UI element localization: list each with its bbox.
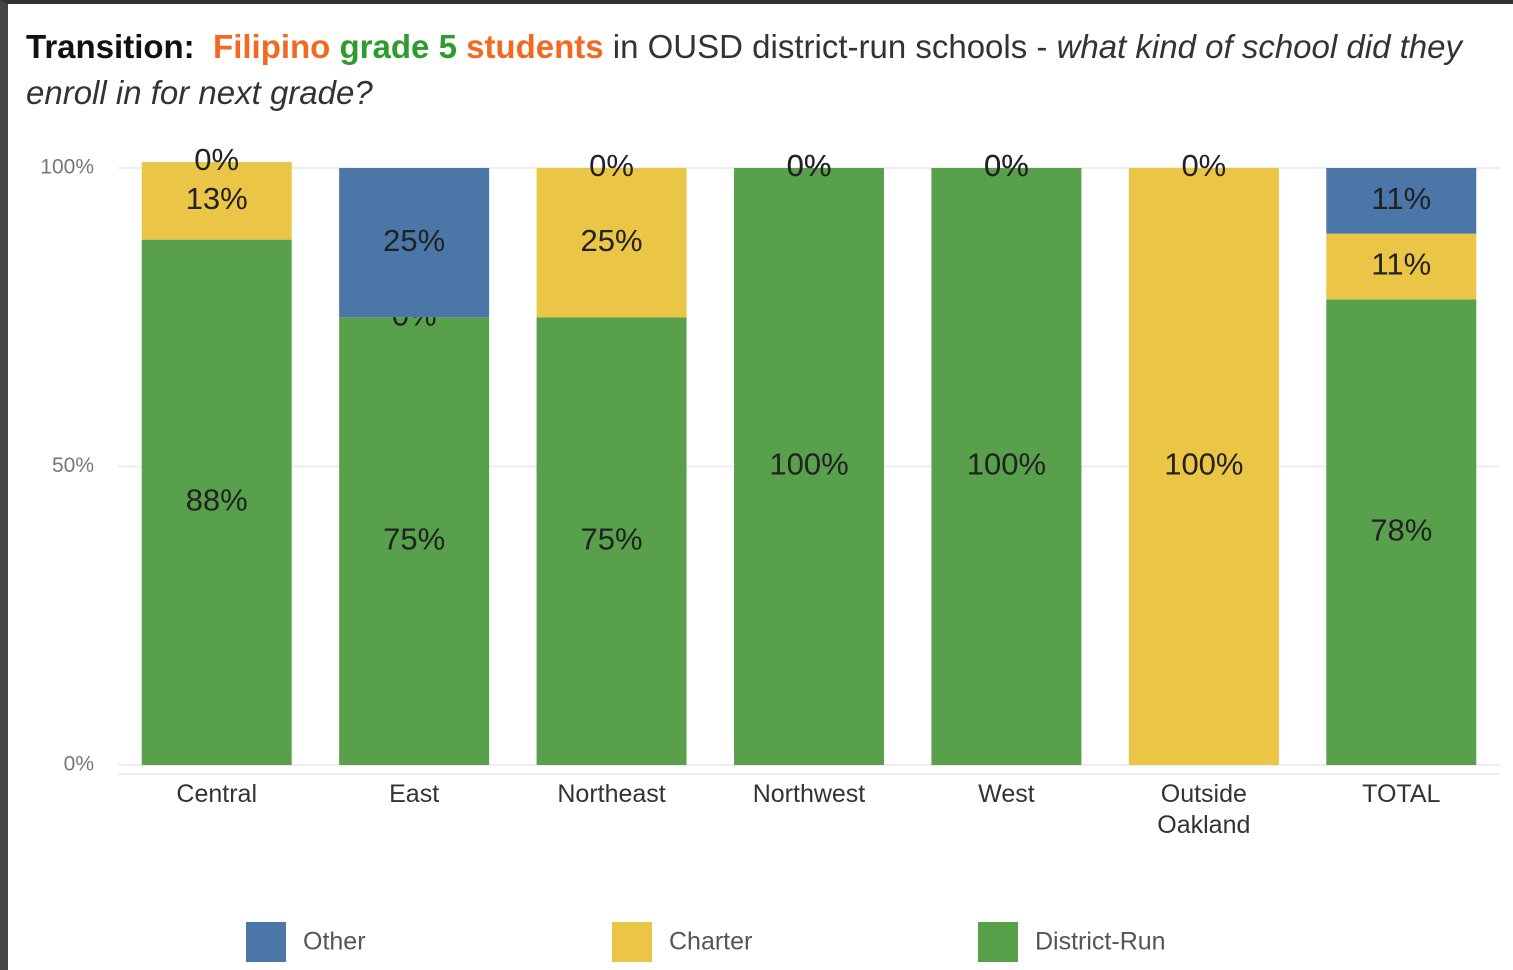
value-label: 100% [769, 447, 848, 482]
legend-swatch [978, 922, 1018, 962]
value-label: 100% [1164, 447, 1243, 482]
legend-swatch [612, 922, 652, 962]
value-label: 75% [581, 521, 643, 556]
value-label: 75% [383, 521, 445, 556]
value-label: 0% [1181, 148, 1226, 183]
bar-segment [141, 162, 292, 240]
bar-segment [1326, 299, 1477, 765]
title-part: grade [339, 28, 430, 65]
plot: 0% 50% 100% 88% 13% 0% 75% 0% 25% 75% 25% 0% 100% 0% 0… [40, 142, 1500, 962]
x-tick-label: Outside Oakland [1157, 780, 1251, 839]
title-part: what kind of school did they enroll in f… [26, 28, 1462, 111]
title-part: 5 [438, 28, 457, 65]
value-label: 0% [984, 148, 1029, 183]
x-tick-label: Northeast [557, 780, 666, 808]
value-label: 78% [1370, 512, 1432, 547]
legend-label: District-Run [1035, 928, 1166, 956]
y-tick-label: 0% [64, 753, 94, 776]
legend-swatch [246, 922, 286, 962]
title-part: Transition: [26, 28, 195, 65]
value-label: 100% [967, 447, 1046, 482]
bar-segment [141, 239, 292, 765]
title-part: students [466, 28, 604, 65]
x-tick-label: Central [176, 780, 257, 808]
bar-segment [1128, 168, 1279, 765]
title-part: in OUSD district-run schools - [612, 28, 1048, 65]
chart-title: Transition: Filipino grade 5 students in… [26, 24, 1506, 116]
bar-segment [339, 317, 490, 765]
value-label: 0% [589, 148, 634, 183]
bar-segment [931, 168, 1082, 765]
value-label: 0% [984, 148, 1029, 183]
y-tick-label: 100% [40, 156, 94, 179]
bar-segment [536, 168, 687, 318]
value-label: 0% [787, 148, 832, 183]
x-tick-label: Northwest [752, 780, 866, 808]
value-label: 88% [186, 483, 248, 518]
bar-segment [1326, 233, 1477, 300]
value-label: 11% [1371, 181, 1431, 216]
bar-segment [536, 317, 687, 765]
value-label: 25% [383, 223, 445, 258]
x-tick-label: TOTAL [1362, 780, 1441, 808]
value-label: 25% [581, 223, 643, 258]
y-tick-label: 50% [52, 454, 94, 477]
x-tick-label: East [389, 780, 440, 808]
bar-segment [339, 168, 490, 318]
title-part: Filipino [213, 28, 331, 65]
legend-label: Other [303, 928, 366, 956]
value-label: 0% [787, 148, 832, 183]
value-label: 13% [186, 181, 248, 216]
legend-label: Charter [669, 928, 752, 956]
x-tick-label: West [978, 780, 1035, 808]
value-label: 11% [1371, 247, 1431, 282]
value-label: 0% [194, 142, 239, 177]
bar-segment [734, 168, 884, 765]
bar-segment [1326, 168, 1477, 234]
